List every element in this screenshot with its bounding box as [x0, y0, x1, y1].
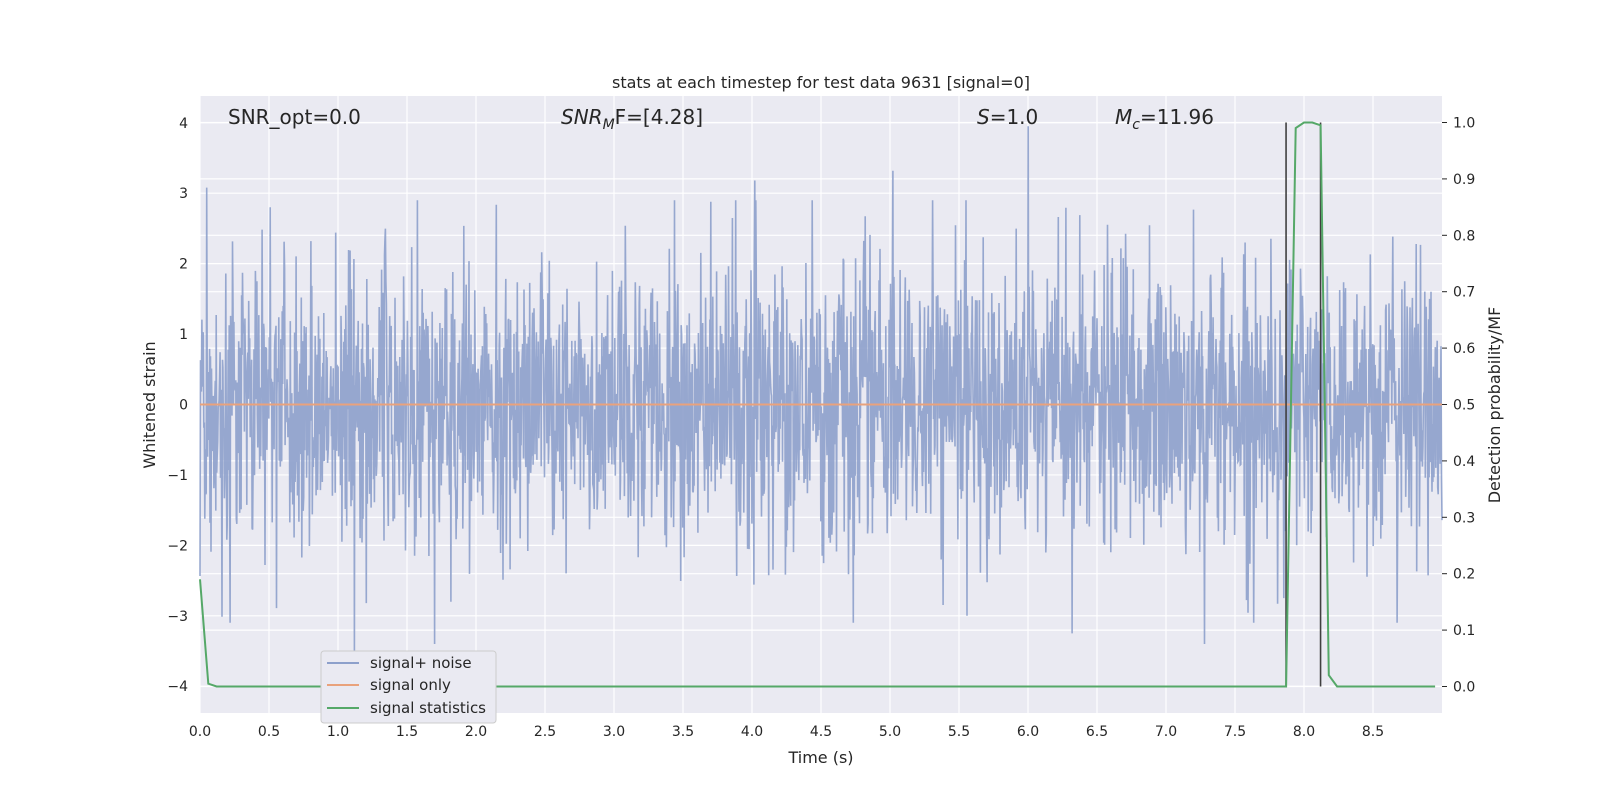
- y-ticks: 4 3 2 1 0 −1 −2 −3 −4: [167, 116, 188, 695]
- legend-box: [320, 650, 497, 724]
- x-tick-label: 8.5: [1362, 724, 1384, 740]
- series-signal-noise: [199, 126, 1443, 659]
- y2-tick-label: 0.9: [1453, 172, 1475, 188]
- annotation-s: S=1.0: [977, 105, 1038, 129]
- series-line-signal-noise: [199, 126, 1443, 659]
- annotation-s-symbol: S: [977, 105, 990, 129]
- y-tick-label: 1: [179, 327, 188, 343]
- y-tick-label: −3: [167, 609, 188, 625]
- y-axis-label: Whitened strain: [140, 341, 159, 468]
- y2-tick-label: 0.3: [1453, 510, 1475, 526]
- annotation-mc-symbol: M: [1115, 105, 1132, 129]
- y2-tick-label: 0.2: [1453, 567, 1475, 583]
- legend-label-signal-only: signal only: [370, 676, 451, 694]
- x-tick-label: 3.5: [672, 724, 694, 740]
- x-tick-label: 5.0: [879, 724, 901, 740]
- y-tick-label: −4: [167, 679, 188, 695]
- annotation-s-value: =1.0: [990, 105, 1039, 129]
- x-tick-label: 6.0: [1017, 724, 1039, 740]
- y2-tick-label: 0.0: [1453, 679, 1475, 695]
- y-tick-label: −2: [167, 538, 188, 554]
- y2-tick-label: 0.4: [1453, 454, 1475, 470]
- series-lines: [199, 121, 1442, 688]
- annotation-snr-mf-subscript: M: [603, 117, 615, 133]
- y2-ticks: 1.0 0.9 0.8 0.7 0.6 0.5 0.4 0.3 0.2 0.1 0.0: [1442, 116, 1475, 695]
- x-tick-label: 1.0: [327, 724, 349, 740]
- x-tick-label: 2.5: [534, 724, 556, 740]
- x-tick-label: 5.5: [948, 724, 970, 740]
- y2-tick-label: 0.7: [1453, 285, 1475, 301]
- annotation-snr-mf-value: F=[4.28]: [615, 105, 703, 129]
- annotation-mc-subscript: c: [1132, 117, 1140, 133]
- x-tick-label: 0.5: [258, 724, 280, 740]
- y2-tick-label: 0.8: [1453, 228, 1475, 244]
- x-ticks: 0.0 0.5 1.0 1.5 2.0 2.5 3.0 3.5 4.0 4.5 5.0 5.5 6.0 6…: [189, 724, 1384, 740]
- legend: signal+ noise signal only signal statist…: [320, 650, 497, 724]
- chart-title: stats at each timestep for test data 963…: [612, 73, 1030, 92]
- x-tick-label: 2.0: [465, 724, 487, 740]
- x-tick-label: 1.5: [396, 724, 418, 740]
- y-tick-label: −1: [167, 468, 188, 484]
- y2-tick-label: 0.6: [1453, 341, 1475, 357]
- annotation-snr-mf: SNRMF=[4.28]: [561, 105, 703, 133]
- legend-label-signal-statistics: signal statistics: [370, 699, 486, 717]
- legend-label-signal-noise: signal+ noise: [370, 654, 472, 672]
- x-axis-label: Time (s): [787, 748, 853, 767]
- x-tick-label: 7.0: [1155, 724, 1177, 740]
- annotation-snr-opt: SNR_opt=0.0: [228, 105, 361, 129]
- y2-axis-label: Detection probability/MF: [1485, 307, 1504, 504]
- x-tick-label: 3.0: [603, 724, 625, 740]
- y2-tick-label: 0.5: [1453, 398, 1475, 414]
- y-tick-label: 2: [179, 257, 188, 273]
- y-tick-label: 3: [179, 186, 188, 202]
- annotation-mc-value: =11.96: [1140, 105, 1214, 129]
- annotation-snr-mf-symbol: SNR: [561, 105, 603, 129]
- annotation-mc: Mc=11.96: [1115, 105, 1214, 133]
- x-tick-label: 4.0: [741, 724, 763, 740]
- series-line-signal-statistics: [199, 121, 1436, 688]
- x-tick-label: 6.5: [1086, 724, 1108, 740]
- x-tick-label: 0.0: [189, 724, 211, 740]
- y-tick-label: 4: [179, 116, 188, 132]
- y2-tick-label: 1.0: [1453, 116, 1475, 132]
- x-tick-label: 8.0: [1293, 724, 1315, 740]
- y-tick-label: 0: [179, 398, 188, 414]
- x-tick-label: 4.5: [810, 724, 832, 740]
- y2-tick-label: 0.1: [1453, 623, 1475, 639]
- x-tick-label: 7.5: [1224, 724, 1246, 740]
